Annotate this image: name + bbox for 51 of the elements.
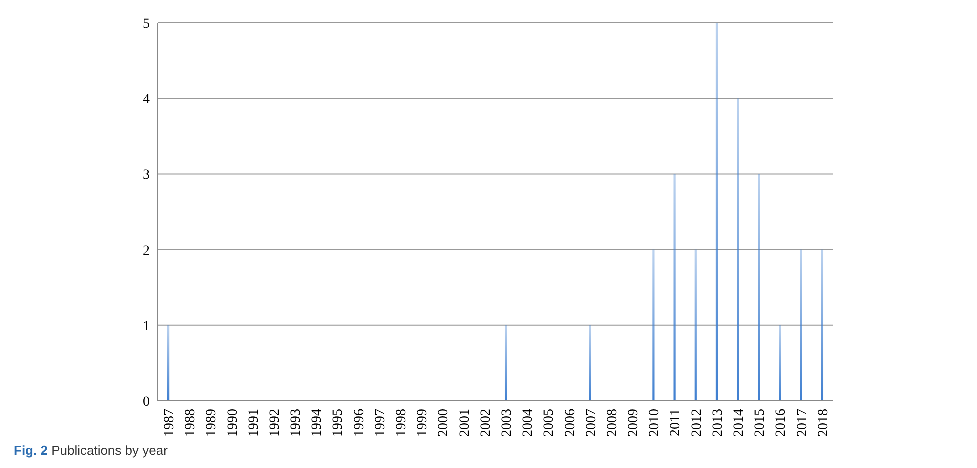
bar [652, 250, 655, 401]
bar [779, 325, 782, 401]
bar [737, 98, 740, 401]
x-tick-label: 2002 [478, 409, 494, 437]
bar [674, 174, 676, 401]
x-tick-label: 2003 [500, 409, 515, 437]
bar [758, 174, 760, 401]
x-tick-label: 1992 [268, 409, 283, 437]
x-tick-label: 1998 [394, 409, 410, 437]
x-tick-label: 1994 [310, 409, 326, 437]
x-tick-label: 2007 [584, 409, 600, 437]
x-tick-label: 2006 [563, 409, 578, 437]
x-tick-label: 2012 [690, 409, 705, 437]
x-tick-label: 1991 [246, 409, 262, 437]
x-tick-label: 2000 [436, 409, 452, 437]
x-tick-label: 2018 [816, 409, 832, 437]
x-tick-label: 1997 [373, 409, 388, 437]
x-tick-label: 1996 [352, 409, 368, 437]
bar [800, 250, 802, 401]
y-tick-label: 4 [143, 92, 150, 108]
x-tick-label: 1987 [162, 409, 178, 437]
x-tick-label: 1990 [226, 409, 241, 437]
x-tick-label: 2017 [795, 409, 810, 437]
caption: Fig. 2 Publications by year [14, 443, 169, 458]
x-tick-label: 2009 [626, 409, 642, 437]
x-tick-label: 2016 [774, 409, 790, 437]
x-tick-label: 1999 [416, 409, 431, 437]
x-tick-label: 2001 [458, 409, 473, 437]
y-tick-label: 1 [143, 319, 150, 334]
bar [716, 23, 718, 401]
x-tick-label: 1993 [289, 409, 304, 437]
y-tick-label: 3 [143, 168, 150, 184]
x-tick-label: 1995 [331, 409, 346, 437]
y-tick-label: 2 [143, 244, 150, 259]
y-tick-label: 0 [143, 394, 150, 410]
x-tick-label: 1989 [204, 409, 220, 437]
y-tick-label: 5 [143, 16, 150, 32]
x-tick-label: 2004 [521, 409, 536, 437]
x-tick-label: 2015 [753, 409, 768, 437]
x-tick-label: 2013 [710, 409, 726, 437]
x-tick-label: 2008 [605, 409, 620, 437]
x-tick-label: 2010 [648, 409, 663, 437]
x-tick-label: 1988 [184, 409, 199, 437]
x-tick-label: 2005 [542, 409, 558, 437]
x-tick-label: 2014 [732, 409, 748, 437]
bar [167, 325, 170, 401]
x-tick-label: 2011 [668, 409, 684, 436]
bar [821, 250, 824, 401]
bar [694, 250, 697, 401]
bar [504, 325, 508, 401]
bar [589, 325, 592, 401]
